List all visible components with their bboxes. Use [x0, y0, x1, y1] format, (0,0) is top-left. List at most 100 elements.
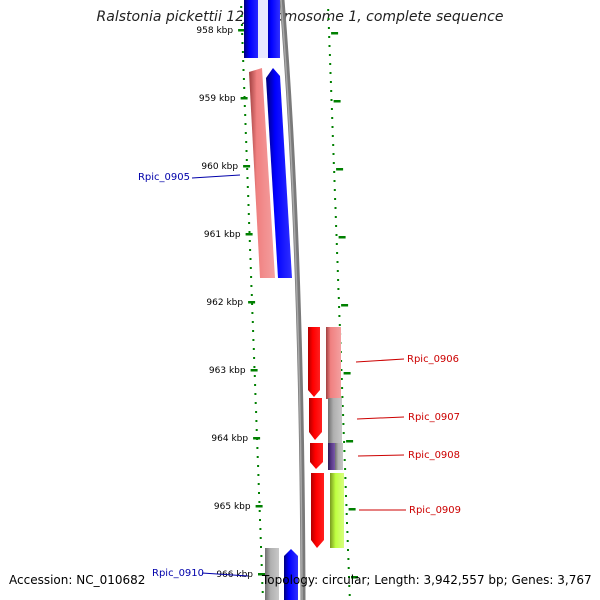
gene-label-rpic-0907[interactable]: Rpic_0907 [408, 412, 460, 423]
gene-label-rpic-0910[interactable]: Rpic_0910 [152, 568, 204, 579]
inner-track-dot [345, 504, 348, 506]
outer-track-dot [257, 465, 260, 467]
inner-track-dot [328, 36, 331, 38]
outer-track-dot [253, 366, 256, 368]
inner-track-dot [342, 423, 345, 425]
gene-rpic-0910-feature[interactable] [265, 548, 279, 600]
scale-tick-mark [245, 233, 253, 236]
inner-track-dot [345, 513, 348, 515]
inner-track-dot [344, 486, 347, 488]
outer-track-dot [253, 357, 256, 359]
outer-track-dot [246, 177, 249, 179]
inner-track-dot [331, 135, 334, 137]
inner-track-dot [344, 477, 347, 479]
accession-text: Accession: NC_010682 [9, 573, 146, 587]
outer-track-dot [245, 159, 248, 161]
inner-track-dot [340, 360, 343, 362]
scale-tick-mark [248, 301, 256, 304]
gene-rpic-0908-feature[interactable] [328, 443, 335, 470]
scale-tick-mark [255, 505, 263, 508]
outer-track-dot [249, 258, 252, 260]
gene-rpic-0909-feature[interactable] [330, 473, 344, 548]
inner-track-dot [335, 234, 338, 236]
gene-block-top-left[interactable] [244, 0, 260, 58]
scale-tick-mark-inner [333, 100, 341, 103]
inner-track-dot [337, 279, 340, 281]
gene-rpic-0908-feature-b[interactable] [335, 443, 343, 470]
scale-tick-label: 964 kbp [211, 434, 248, 444]
outer-track-dot [252, 339, 255, 341]
outer-track-dot [251, 303, 254, 305]
inner-track-dot [329, 81, 332, 83]
outer-track-dot [247, 195, 250, 197]
inner-track-dot [334, 198, 337, 200]
leader-rpic-0908 [357, 454, 405, 457]
outer-track-dot [245, 150, 248, 152]
scale-tick-mark [240, 97, 248, 100]
inner-track-dot [348, 585, 351, 587]
outer-track-dot [242, 78, 245, 80]
inner-track-dot [330, 99, 333, 101]
inner-track-dot [346, 522, 348, 524]
gene-rpic-0906[interactable] [308, 327, 320, 397]
scale-tick-mark-inner [331, 32, 339, 35]
gene-rpic-0907[interactable] [309, 398, 322, 440]
outer-track-dot [258, 501, 261, 503]
inner-track-dot [330, 90, 333, 92]
inner-track-dot [328, 54, 331, 56]
outer-track-dot [258, 492, 260, 494]
outer-track-dot [255, 420, 258, 422]
inner-track-dot [341, 396, 344, 398]
outer-track-dot [244, 114, 247, 116]
gene-blue-forward[interactable] [266, 68, 292, 278]
inner-track-dot [342, 414, 345, 416]
inner-track-dot [347, 558, 350, 560]
inner-track-dot [340, 378, 343, 380]
scale-tick-mark-inner [341, 304, 349, 307]
outer-track-dot [249, 249, 252, 251]
outer-track-dot [248, 222, 251, 224]
outer-track-dot [241, 51, 244, 53]
gene-block-top-right[interactable] [266, 0, 280, 58]
inner-track-dot [332, 144, 335, 146]
scale-tick-label: 958 kbp [196, 26, 233, 36]
inner-track-dot [335, 225, 338, 227]
outer-track-dot [242, 69, 245, 71]
gene-label-rpic-0905[interactable]: Rpic_0905 [138, 172, 190, 183]
outer-track-dot [242, 60, 245, 62]
inner-track-dot [344, 468, 347, 470]
gene-rpic-0909[interactable] [311, 473, 324, 548]
inner-track-dot [329, 72, 332, 74]
inner-track-dot [348, 576, 350, 578]
inner-track-dot [327, 18, 330, 20]
inner-track-dot [343, 450, 346, 452]
gene-label-rpic-0909[interactable]: Rpic_0909 [409, 505, 461, 516]
scale-tick-mark [250, 369, 258, 372]
outer-track-dot [261, 582, 264, 584]
inner-track-dot [327, 9, 330, 11]
outer-track-dot [254, 384, 257, 386]
inner-track-dot [335, 243, 338, 245]
scale-tick-label: 965 kbp [214, 502, 251, 512]
gene-rpic-0908[interactable] [310, 443, 323, 469]
scale-tick-mark-inner [343, 372, 351, 375]
scale-tick-mark [238, 29, 246, 32]
gene-rpic-0910[interactable] [284, 549, 298, 600]
gene-rpic-0905[interactable] [249, 68, 275, 278]
gene-label-rpic-0908[interactable]: Rpic_0908 [408, 450, 460, 461]
inner-track-dot [346, 540, 349, 542]
gene-rpic-0907-feature[interactable] [328, 398, 342, 443]
inner-track-dot [337, 288, 340, 290]
scale-tick-mark [243, 165, 251, 168]
outer-track-dot [251, 321, 254, 323]
outer-track-dot [244, 132, 247, 134]
inner-track-dot [340, 369, 343, 371]
scale-tick-mark-inner [346, 440, 354, 443]
gene-label-rpic-0906[interactable]: Rpic_0906 [407, 354, 459, 365]
scale-tick-label: 961 kbp [204, 230, 241, 240]
outer-track-dot [252, 348, 255, 350]
leader-rpic-0906 [355, 358, 405, 363]
scale-tick-mark-inner [351, 576, 358, 579]
gene-rpic-0906-feature[interactable] [326, 327, 341, 399]
